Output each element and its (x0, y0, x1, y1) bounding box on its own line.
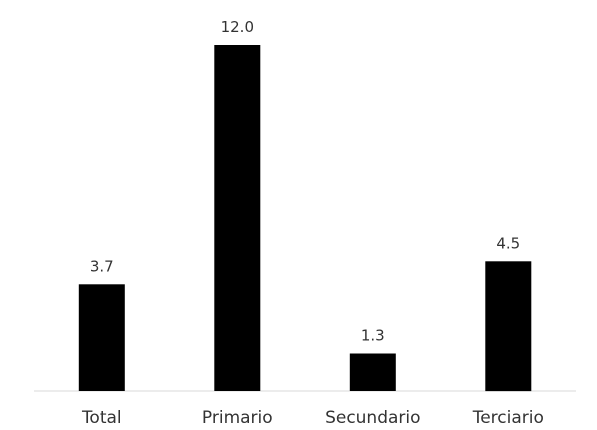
category-label-terciario: Terciario (472, 408, 544, 428)
bar-primario (214, 45, 261, 391)
data-label-secundario: 1.3 (361, 327, 385, 345)
data-label-total: 3.7 (90, 257, 114, 275)
bar-total (78, 284, 125, 391)
category-labels-group: Total Primario Secundario Terciario (81, 408, 544, 428)
category-label-primario: Primario (202, 408, 273, 428)
category-label-secundario: Secundario (325, 408, 420, 428)
data-label-primario: 12.0 (221, 18, 254, 36)
data-label-terciario: 4.5 (496, 234, 520, 252)
bars-group (78, 45, 532, 392)
bar-secundario (349, 353, 396, 391)
bar-terciario (485, 261, 532, 392)
category-label-total: Total (81, 408, 122, 428)
data-labels-group: 3.7 12.0 1.3 4.5 (90, 18, 520, 345)
